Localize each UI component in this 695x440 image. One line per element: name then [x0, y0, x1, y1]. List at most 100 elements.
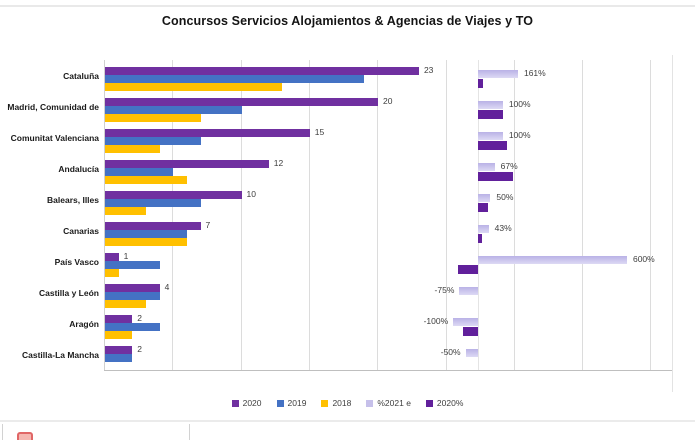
data-label-2020: 10: [246, 189, 256, 199]
data-label-2020: 2: [137, 313, 143, 323]
category-label: Cataluña: [63, 70, 99, 81]
red-rounded-icon: [17, 432, 33, 440]
bar-2018: [105, 300, 146, 308]
x-axis: [104, 370, 672, 371]
bar-2019: [105, 137, 201, 145]
data-label-pct2021e: 600%: [632, 254, 655, 264]
legend-swatch-icon: [231, 399, 239, 407]
legend-item-2020: 2020: [231, 398, 262, 408]
bar-pct2020: [478, 203, 488, 212]
data-label-pct2021e: 100%: [508, 130, 531, 140]
category-label: Balears, Illes: [47, 194, 99, 205]
secondary-zero-line: [478, 60, 479, 370]
legend-item-2019: 2019: [276, 398, 307, 408]
data-label-pct2021e: 67%: [500, 161, 518, 171]
bar-pct2020: [463, 327, 478, 336]
bar-2019: [105, 323, 160, 331]
category-label: Castilla-La Mancha: [22, 349, 99, 360]
bar-pct2021e: [478, 194, 491, 202]
legend-swatch-icon: [321, 399, 329, 407]
legend-label: 2018: [332, 398, 352, 408]
legend-label: %2021 e: [377, 398, 411, 408]
data-label-2020: 15: [314, 127, 325, 137]
legend-item--2021-e: %2021 e: [366, 398, 411, 408]
bar-2019: [105, 199, 201, 207]
bar-pct2020: [478, 79, 483, 88]
bottom-cell-border-mid: [189, 424, 190, 440]
bar-2020: [105, 129, 310, 137]
category-label: Comunitat Valenciana: [10, 132, 99, 143]
bar-2020: [105, 222, 201, 230]
bar-pct2021e: [453, 318, 478, 326]
bar-pct2021e: [465, 349, 478, 357]
vertical-gridline: [650, 60, 652, 370]
bar-2020: [105, 284, 160, 292]
data-label-2020: 20: [383, 96, 393, 106]
bar-pct2021e: [459, 287, 478, 295]
bar-2019: [105, 354, 133, 362]
bar-2019: [105, 168, 174, 176]
bar-pct2021e: [478, 101, 503, 109]
bar-2019: [105, 106, 242, 114]
legend-label: 2019: [287, 398, 307, 408]
bar-2019: [105, 261, 160, 269]
bar-2018: [105, 269, 119, 277]
data-label-2020: 2: [137, 344, 143, 354]
legend-label: 2020: [242, 398, 262, 408]
bar-2020: [105, 67, 419, 75]
chart-title: Concursos Servicios Alojamientos & Agenc…: [161, 14, 534, 28]
category-label: País Vasco: [54, 256, 99, 267]
category-label: Madrid, Comunidad de: [7, 101, 99, 112]
bar-2020: [105, 191, 242, 199]
vertical-gridline: [240, 60, 242, 370]
vertical-gridline: [172, 60, 174, 370]
vertical-gridline: [308, 60, 310, 370]
bar-2018: [105, 83, 283, 91]
legend-swatch-icon: [366, 399, 374, 407]
bar-pct2020: [478, 172, 513, 181]
data-label-2020: 1: [123, 251, 129, 261]
legend-swatch-icon: [276, 399, 284, 407]
data-label-pct2021e: 50%: [496, 192, 514, 202]
bottom-cell-border-left: [2, 424, 3, 440]
bar-2019: [105, 230, 187, 238]
bar-2018: [105, 331, 133, 339]
bar-pct2021e: [478, 225, 489, 233]
bar-pct2020: [458, 265, 478, 274]
legend-label: 2020%: [436, 398, 464, 408]
data-label-pct2021e: 161%: [523, 68, 546, 78]
primary-y-axis: [104, 60, 105, 370]
data-label-pct2021e: 100%: [508, 99, 531, 109]
bar-2018: [105, 176, 187, 184]
bar-2020: [105, 315, 133, 323]
bar-2018: [105, 114, 201, 122]
category-label: Andalucía: [58, 163, 99, 174]
data-label-pct2021e: 43%: [494, 223, 512, 233]
vertical-gridline: [377, 60, 379, 370]
bar-pct2021e: [478, 256, 627, 264]
chart-right-border: [672, 55, 673, 392]
top-border-divider: [0, 5, 695, 7]
bar-2020: [105, 98, 378, 106]
bar-2020: [105, 160, 269, 168]
bar-pct2020: [478, 110, 503, 119]
data-label-pct2021e: -50%: [440, 347, 461, 357]
data-label-pct2021e: -100%: [423, 316, 449, 326]
bar-2018: [105, 238, 187, 246]
bar-2018: [105, 145, 160, 153]
data-label-pct2021e: -75%: [434, 285, 455, 295]
legend-item-2018: 2018: [321, 398, 351, 408]
bar-pct2021e: [478, 163, 495, 171]
category-label: Canarias: [63, 225, 99, 236]
bar-2019: [105, 292, 160, 300]
vertical-gridline: [513, 60, 515, 370]
legend-swatch-icon: [425, 399, 433, 407]
data-label-2020: 23: [423, 65, 434, 75]
vertical-gridline: [445, 60, 447, 370]
bar-2020: [105, 346, 133, 354]
bar-2020: [105, 253, 119, 261]
data-label-2020: 7: [205, 220, 211, 230]
data-label-2020: 12: [273, 158, 284, 168]
